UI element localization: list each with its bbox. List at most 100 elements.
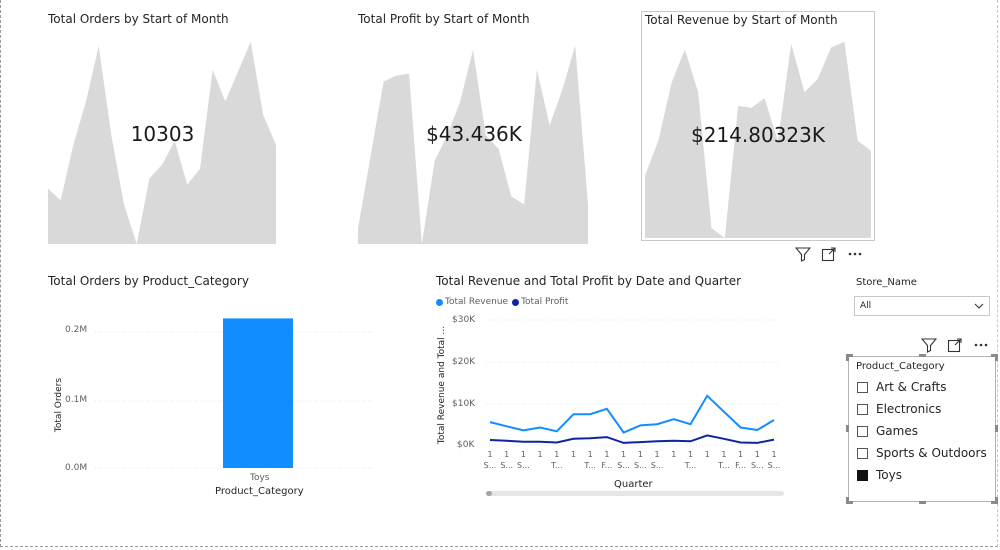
filter-icon[interactable]	[794, 245, 812, 263]
y-tick: 0.1M	[65, 395, 88, 405]
x-tick: 1 F...	[735, 450, 747, 470]
slicer-item-art-crafts[interactable]: Art & Crafts	[857, 376, 987, 398]
more-options-icon[interactable]	[846, 245, 864, 263]
chart-title: Total Orders by Product_Category	[48, 274, 249, 288]
y-tick: $20K	[452, 357, 476, 367]
revenue-line[interactable]	[489, 394, 775, 434]
x-tick: 1 S...	[483, 450, 497, 470]
y-tick: $0K	[457, 440, 475, 450]
visual-header-category	[920, 336, 990, 354]
x-axis-title: Product_Category	[215, 486, 304, 497]
slicer-item-sports-outdoors[interactable]: Sports & Outdoors	[857, 442, 987, 464]
resize-handle[interactable]	[995, 497, 998, 504]
store-name-slicer[interactable]: Store_Name All	[852, 275, 994, 320]
x-tick: 1	[704, 450, 710, 459]
orders-sparkline	[48, 41, 276, 244]
legend-marker-revenue	[436, 298, 443, 306]
resize-handle[interactable]	[919, 354, 926, 357]
x-tick: 1 T...	[584, 450, 596, 470]
kpi-title: Total Orders by Start of Month	[48, 12, 229, 26]
checkbox[interactable]	[857, 425, 868, 437]
focus-mode-icon[interactable]	[820, 245, 838, 263]
legend-label-profit: Total Profit	[521, 297, 569, 307]
profit-sparkline	[358, 45, 588, 244]
bar-toys[interactable]	[223, 318, 293, 468]
x-tick: 1 T...	[684, 450, 697, 470]
x-tick: 1 S...	[617, 450, 630, 470]
resize-handle[interactable]	[846, 425, 849, 432]
slicer-list: Art & Crafts Electronics Games Sports & …	[857, 376, 987, 486]
focus-mode-icon[interactable]	[946, 336, 964, 354]
y-axis-title: Total Revenue and Total ...	[437, 325, 447, 445]
resize-handle[interactable]	[995, 354, 998, 361]
profit-line[interactable]	[489, 434, 775, 444]
revenue-profit-line-chart[interactable]: Total Revenue and Total Profit by Date a…	[432, 270, 792, 505]
more-options-icon[interactable]	[972, 336, 990, 354]
revenue-area	[645, 41, 871, 238]
slicer-item-toys[interactable]: Toys	[857, 464, 987, 486]
revenue-kpi-card[interactable]: Total Revenue by Start of Month $214.803…	[641, 11, 875, 241]
scrollbar-thumb[interactable]	[486, 491, 492, 496]
kpi-title: Total Revenue by Start of Month	[645, 13, 838, 27]
x-tick: 1 S...	[500, 450, 514, 470]
x-tick: 1 S...	[650, 450, 664, 470]
resize-handle[interactable]	[846, 354, 853, 357]
x-tick: 1 F...	[601, 450, 613, 470]
filter-icon[interactable]	[920, 336, 938, 354]
store-dropdown[interactable]: All	[854, 296, 990, 316]
x-tick-row: 1 S... 1 S... 1 S... 1 1 T... 1 1 T... 1 F... 1 S... 1 S.…	[483, 449, 781, 475]
x-tick: 1	[570, 450, 577, 459]
product-category-slicer[interactable]: Product_Category Art & Crafts Electronic…	[846, 354, 998, 504]
revenue-sparkline	[645, 41, 871, 238]
x-tick: 1 S...	[517, 450, 530, 470]
bar-plot	[95, 318, 373, 469]
x-tick: 1 T...	[718, 450, 730, 470]
item-label: Games	[876, 424, 918, 438]
x-tick: 1 S...	[750, 450, 764, 470]
dropdown-value: All	[860, 301, 872, 311]
orders-area	[48, 41, 276, 244]
y-tick: 0.2M	[65, 325, 88, 335]
legend: Total Revenue Total Profit	[436, 297, 568, 307]
orders-kpi-card[interactable]: Total Orders by Start of Month 10303	[45, 8, 280, 244]
profit-kpi-card[interactable]: Total Profit by Start of Month $43.436K	[355, 8, 593, 244]
legend-marker-profit	[512, 298, 520, 306]
x-axis-title: Quarter	[614, 479, 653, 490]
y-axis-title: Total Orders	[54, 377, 64, 433]
kpi-value: 10303	[130, 122, 195, 146]
x-tick: 1	[671, 450, 677, 459]
chevron-down-icon	[974, 303, 984, 309]
chart-title: Total Revenue and Total Profit by Date a…	[436, 274, 742, 288]
visual-header-revenue	[794, 245, 864, 263]
checkbox-checked[interactable]	[857, 469, 868, 481]
checkbox[interactable]	[857, 447, 868, 459]
item-label: Electronics	[876, 402, 942, 416]
profit-area	[358, 45, 588, 244]
x-tick: 1 S...	[634, 450, 647, 470]
y-tick: 0.0M	[65, 463, 88, 473]
resize-handle[interactable]	[991, 354, 998, 357]
x-tick-toys: Toys	[250, 473, 270, 483]
item-label: Art & Crafts	[876, 380, 947, 394]
kpi-value: $214.80323K	[691, 123, 825, 147]
y-tick: $10K	[452, 399, 476, 409]
checkbox[interactable]	[857, 403, 868, 415]
resize-handle[interactable]	[846, 354, 849, 361]
slicer-title: Store_Name	[856, 277, 917, 288]
item-label: Sports & Outdoors	[876, 446, 987, 460]
resize-handle[interactable]	[846, 497, 849, 504]
resize-handle[interactable]	[991, 501, 998, 504]
horizontal-scrollbar[interactable]	[486, 491, 784, 496]
resize-handle[interactable]	[846, 501, 853, 504]
y-tick: $30K	[452, 315, 476, 325]
resize-handle[interactable]	[995, 425, 998, 432]
slicer-title: Product_Category	[856, 361, 945, 372]
resize-handle[interactable]	[919, 501, 926, 504]
x-tick: 1 S...	[767, 450, 781, 470]
orders-by-category-chart[interactable]: Total Orders by Product_Category Total O…	[45, 270, 375, 505]
line-plot	[486, 319, 780, 446]
slicer-item-electronics[interactable]: Electronics	[857, 398, 987, 420]
slicer-item-games[interactable]: Games	[857, 420, 987, 442]
checkbox[interactable]	[857, 381, 868, 393]
